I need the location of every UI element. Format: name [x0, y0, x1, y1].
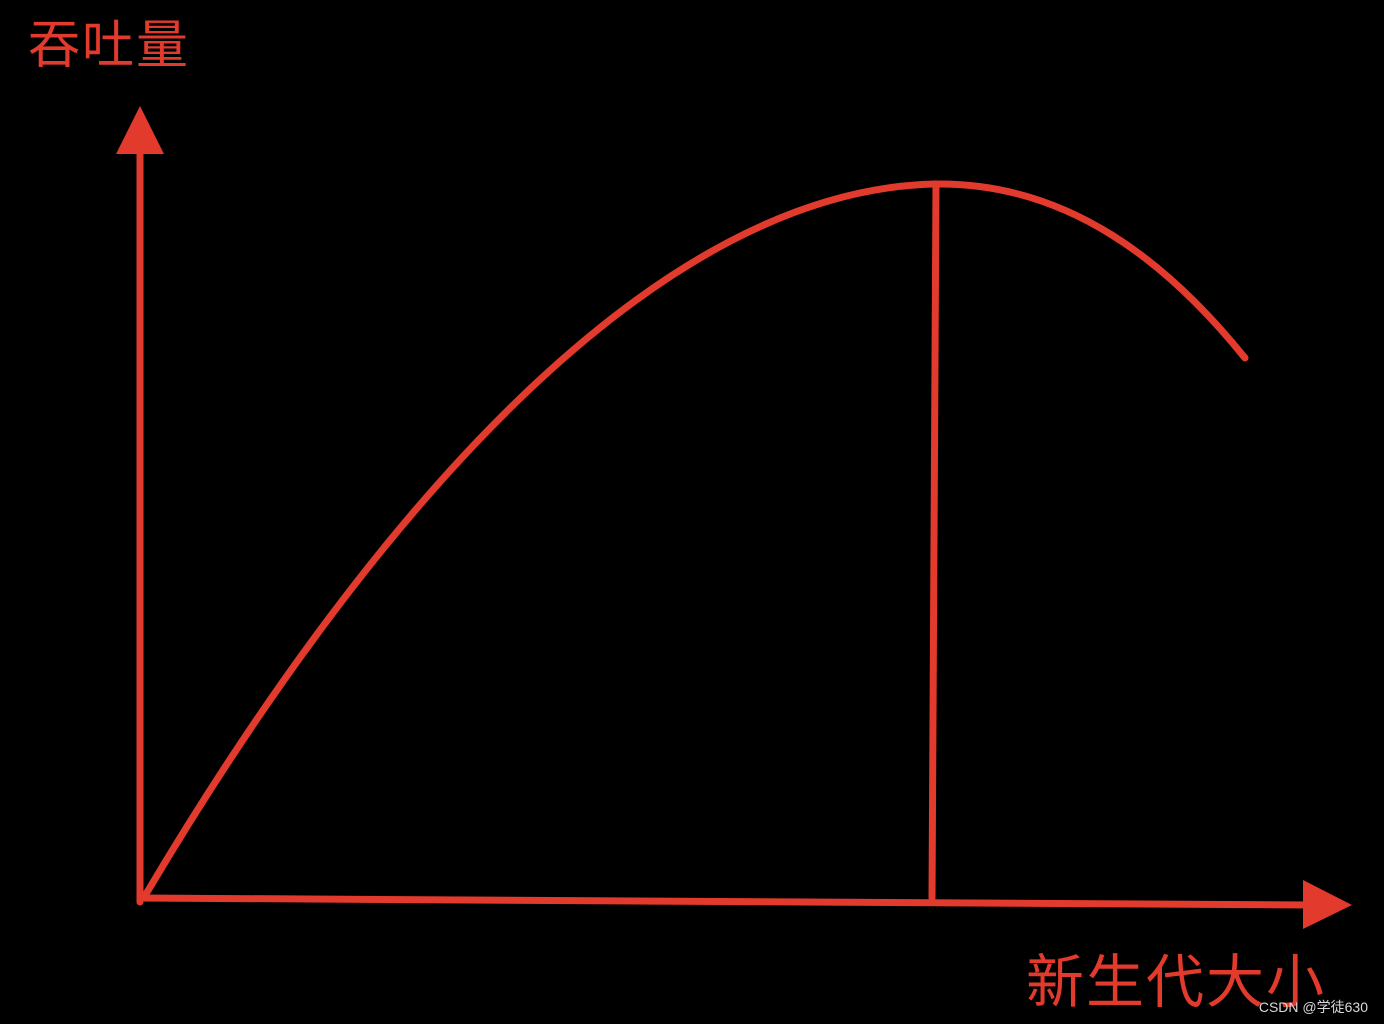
x-axis-line — [136, 894, 1312, 909]
x-axis-arrowhead — [1303, 880, 1352, 929]
watermark-text: CSDN @学徒630 — [1258, 999, 1368, 1015]
throughput-curve — [142, 180, 1249, 898]
peak-marker-line — [928, 180, 940, 902]
y-axis-arrowhead — [116, 106, 164, 154]
y-axis-label: 吞吐量 — [28, 16, 191, 76]
x-axis-label: 新生代大小 — [1026, 948, 1327, 1016]
